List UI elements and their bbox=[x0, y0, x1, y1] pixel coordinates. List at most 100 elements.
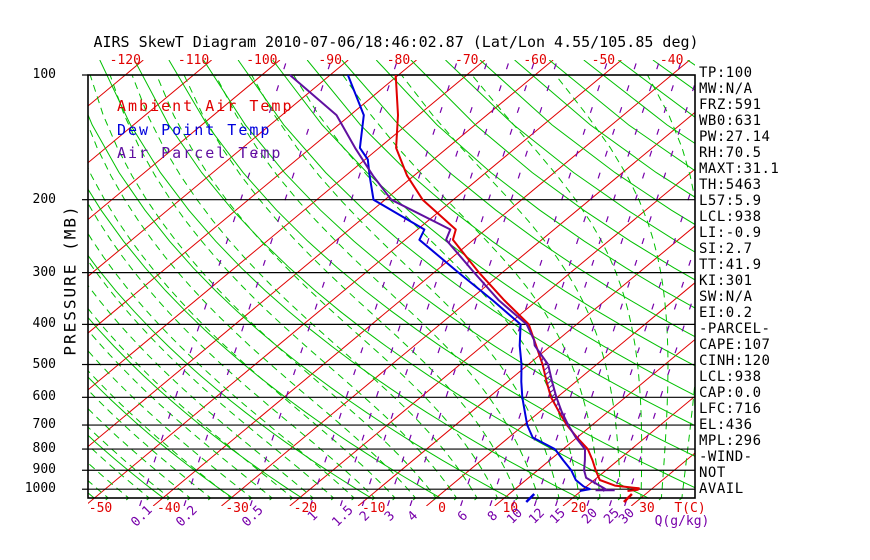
pressure-tick-label: 800 bbox=[32, 441, 56, 457]
pressure-tick-label: 900 bbox=[32, 462, 56, 478]
dry-adiabat-line bbox=[514, 60, 695, 198]
bottom-axis-tick-label: 0 bbox=[438, 501, 446, 516]
moist-adiabat-line bbox=[0, 75, 67, 500]
top-axis-tick-label: -40 bbox=[659, 53, 684, 68]
indices-panel-line: LI:-0.9 bbox=[699, 225, 762, 241]
mixing-ratio-line bbox=[139, 60, 288, 506]
mixing-ratio-unit-label: Q(g/kg) bbox=[654, 514, 710, 529]
top-axis-tick-label: -110 bbox=[177, 53, 210, 68]
grid-lines bbox=[0, 60, 695, 506]
indices-panel-line: EI:0.2 bbox=[699, 305, 753, 321]
isotherm-line bbox=[88, 60, 622, 505]
bottom-axis-tick-label: 20 bbox=[570, 501, 587, 516]
hatch-line bbox=[553, 397, 558, 403]
isotherm-line bbox=[0, 60, 7, 506]
moist-adiabat-line bbox=[131, 74, 478, 501]
indices-panel-line: WB0:631 bbox=[699, 113, 762, 129]
mixing-ratio-line bbox=[183, 60, 332, 506]
isotherm-line bbox=[289, 168, 695, 506]
indices-panel-line: FRZ:591 bbox=[699, 97, 762, 113]
mixing-ratio-line bbox=[555, 81, 695, 506]
isotherm-line bbox=[88, 60, 281, 221]
mixing-ratio-line bbox=[460, 60, 609, 506]
isotherm-line bbox=[494, 338, 695, 506]
moist-adiabat-line bbox=[401, 74, 621, 501]
moist-adiabat-line bbox=[555, 74, 669, 501]
pressure-tick-label: 1000 bbox=[24, 481, 56, 497]
mixing-ratio-line bbox=[387, 60, 536, 506]
moist-adiabat-line bbox=[88, 123, 417, 501]
moist-adiabat-line bbox=[88, 444, 150, 501]
legend-item-air-parcel-temp: Air Parcel Temp bbox=[117, 144, 283, 162]
mixing-ratio-line bbox=[586, 176, 695, 506]
mixing-ratio-line bbox=[533, 60, 683, 506]
isotherm-line bbox=[357, 225, 695, 506]
dry-adiabat-line bbox=[306, 60, 695, 367]
isotherm-line bbox=[426, 282, 695, 506]
dry-adiabat-line bbox=[341, 60, 695, 338]
isotherm-line bbox=[88, 60, 349, 277]
indices-panel-line: TP:100 bbox=[699, 65, 753, 81]
hatch-line bbox=[549, 388, 555, 394]
moist-adiabat-line bbox=[88, 202, 376, 501]
indices-panel-line: EL:436 bbox=[699, 417, 753, 433]
pressure-tick-label: 500 bbox=[32, 356, 56, 372]
indices-panel-line: MAXT:31.1 bbox=[699, 161, 780, 177]
series-ambient-air-temp bbox=[394, 74, 640, 492]
isotherm-line bbox=[88, 60, 212, 164]
chart-title: AIRS SkewT Diagram 2010-07-06/18:46:02.8… bbox=[93, 33, 699, 51]
indices-panel-line: KI:301 bbox=[699, 273, 753, 289]
bottom-axis-tick-label: -40 bbox=[157, 501, 181, 516]
hatch-line bbox=[544, 370, 550, 376]
indices-panel-line: CINH:120 bbox=[699, 353, 771, 369]
moist-adiabat-line bbox=[88, 259, 335, 501]
indices-panel-line: TT:41.9 bbox=[699, 257, 762, 273]
dry-adiabat-line bbox=[445, 60, 695, 253]
legend-item-ambient-air-temp: Ambient Air Temp bbox=[117, 97, 294, 115]
indices-panel: TP:100 MW:N/A FRZ:591 WB0:631 PW:27.14 RH:70.… bbox=[699, 65, 779, 497]
dry-adiabat-line bbox=[479, 60, 695, 226]
top-axis-tick-label: -80 bbox=[386, 53, 411, 68]
moist-adiabat-line bbox=[109, 74, 458, 501]
hatch-line bbox=[545, 375, 551, 380]
dry-adiabat-line bbox=[88, 316, 303, 499]
top-axis-tick-label: -50 bbox=[591, 53, 616, 68]
indices-panel-line: AVAIL bbox=[699, 481, 744, 497]
pressure-tick-label: 400 bbox=[32, 316, 56, 332]
indices-panel-line: TH:5463 bbox=[699, 177, 762, 193]
hatch-line bbox=[546, 379, 553, 385]
indices-panel-line: CAPE:107 bbox=[699, 337, 771, 353]
moist-adiabat-line bbox=[471, 74, 643, 501]
hatch-line bbox=[542, 361, 547, 367]
moist-adiabat-line bbox=[156, 74, 499, 501]
surface-marker bbox=[525, 493, 536, 503]
moist-adiabat-line bbox=[88, 407, 191, 501]
hatch-line bbox=[565, 420, 567, 425]
dry-adiabat-line bbox=[99, 60, 580, 499]
moist-adiabat-line bbox=[88, 284, 314, 501]
bottom-axis-tick-label: -50 bbox=[88, 501, 113, 516]
hatch-line bbox=[541, 357, 544, 362]
series-air-parcel-temp bbox=[289, 74, 607, 492]
plot-frame bbox=[87, 74, 696, 499]
mixing-ratio-line bbox=[489, 60, 638, 506]
top-axis-tick-label: -70 bbox=[455, 53, 479, 68]
indices-panel-line: LCL:938 bbox=[699, 369, 762, 385]
indices-panel-line: -WIND- bbox=[699, 449, 753, 465]
indices-panel-line: SI:2.7 bbox=[699, 241, 753, 257]
hatch-line bbox=[543, 366, 549, 371]
hatch-line bbox=[567, 424, 571, 430]
isotherm-line bbox=[88, 60, 417, 334]
mixing-ratio-line bbox=[512, 60, 661, 506]
legend-item-dew-point-temp: Dew Point Temp bbox=[117, 120, 272, 139]
moist-adiabat-line bbox=[647, 74, 695, 501]
dry-adiabat-line bbox=[410, 60, 695, 281]
moist-adiabat-line bbox=[342, 74, 601, 501]
indices-panel-line: L57:5.9 bbox=[699, 193, 762, 209]
dry-adiabat-line bbox=[237, 60, 695, 427]
indices-panel-line: PW:27.14 bbox=[699, 129, 771, 145]
pressure-axis-title: PRESSURE (MB) bbox=[60, 204, 80, 356]
isotherm-line bbox=[88, 60, 486, 391]
